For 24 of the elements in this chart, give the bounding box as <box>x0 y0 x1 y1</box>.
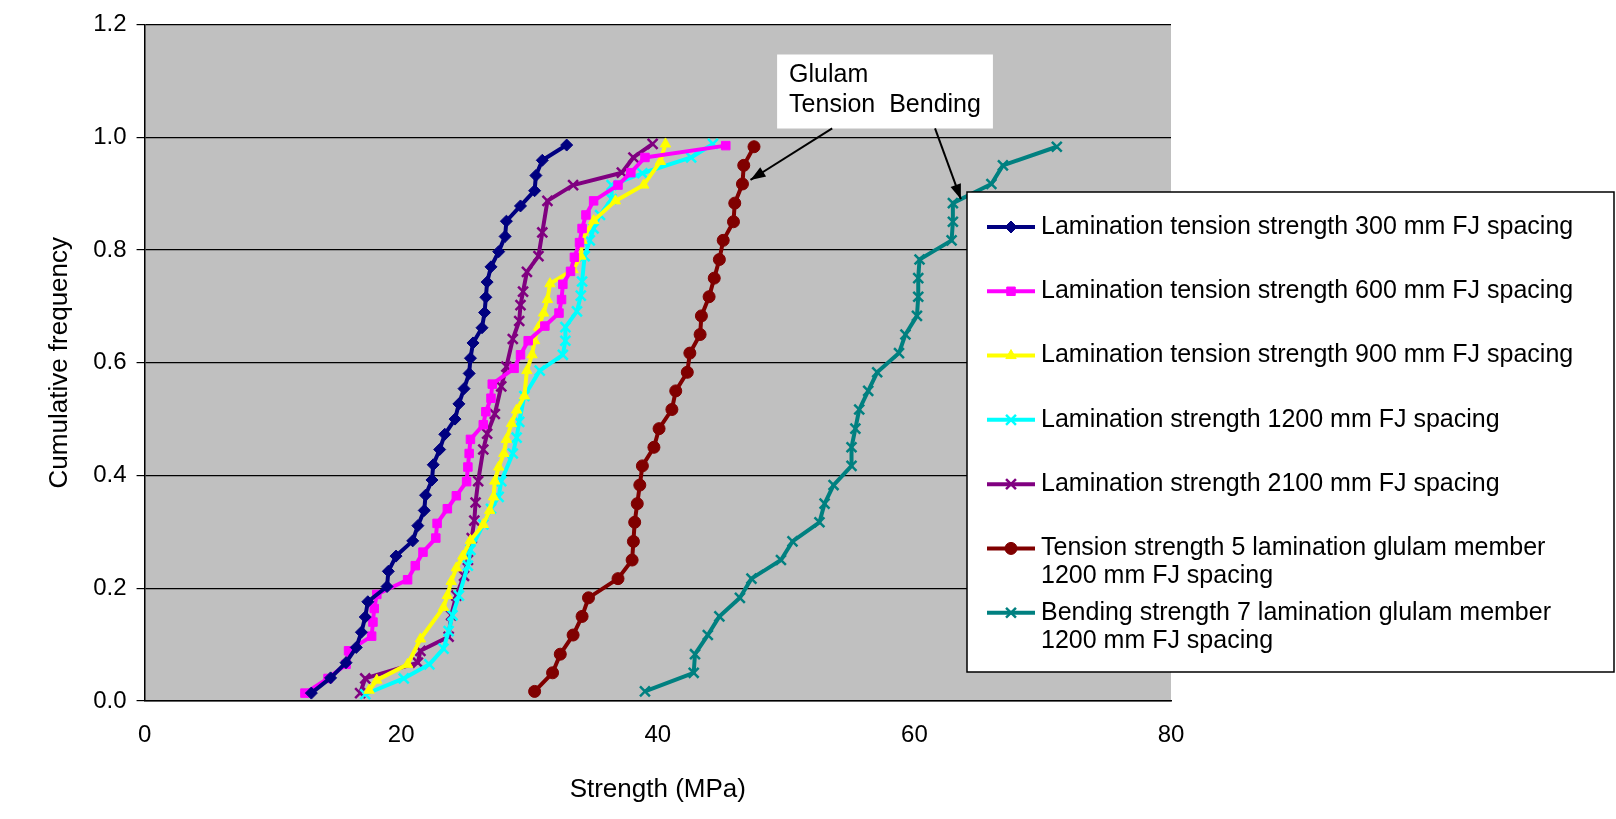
legend-label: Tension strength 5 lamination glulam member 1200 mm FJ spacing <box>1041 532 1546 589</box>
legend-label: Lamination tension strength 600 mm FJ spacing <box>1041 275 1574 304</box>
x-tick-label: 0 <box>137 720 152 748</box>
y-tick-label: 0.6 <box>93 347 127 375</box>
y-axis-title: Cumulative frequency <box>42 236 73 489</box>
legend-label: Lamination strength 2100 mm FJ spacing <box>1041 468 1500 497</box>
x-axis-title: Strength (MPa) <box>569 772 746 803</box>
y-tick-label: 0.2 <box>93 572 127 600</box>
annotation: Tension <box>789 88 876 117</box>
y-tick-label: 0.4 <box>93 460 127 488</box>
y-tick-label: 0.8 <box>93 234 127 262</box>
x-tick-label: 20 <box>387 720 415 748</box>
legend-label: Lamination strength 1200 mm FJ spacing <box>1041 403 1500 432</box>
legend-label: Bending strength 7 lamination glulam member 1200 mm FJ spacing <box>1041 596 1551 653</box>
x-tick-label: 40 <box>644 720 672 748</box>
x-tick-label: 60 <box>901 720 928 748</box>
legend-label: Lamination tension strength 900 mm FJ spacing <box>1041 339 1574 368</box>
annotation: Glulam <box>789 58 869 87</box>
annotation: Bending <box>889 88 981 117</box>
y-tick-label: 1.2 <box>93 9 127 37</box>
legend-label: Lamination tension strength 300 mm FJ spacing <box>1041 210 1574 239</box>
y-tick-label: 1.0 <box>93 121 127 149</box>
x-tick-label: 80 <box>1157 720 1185 748</box>
y-tick-label: 0.0 <box>93 685 127 713</box>
